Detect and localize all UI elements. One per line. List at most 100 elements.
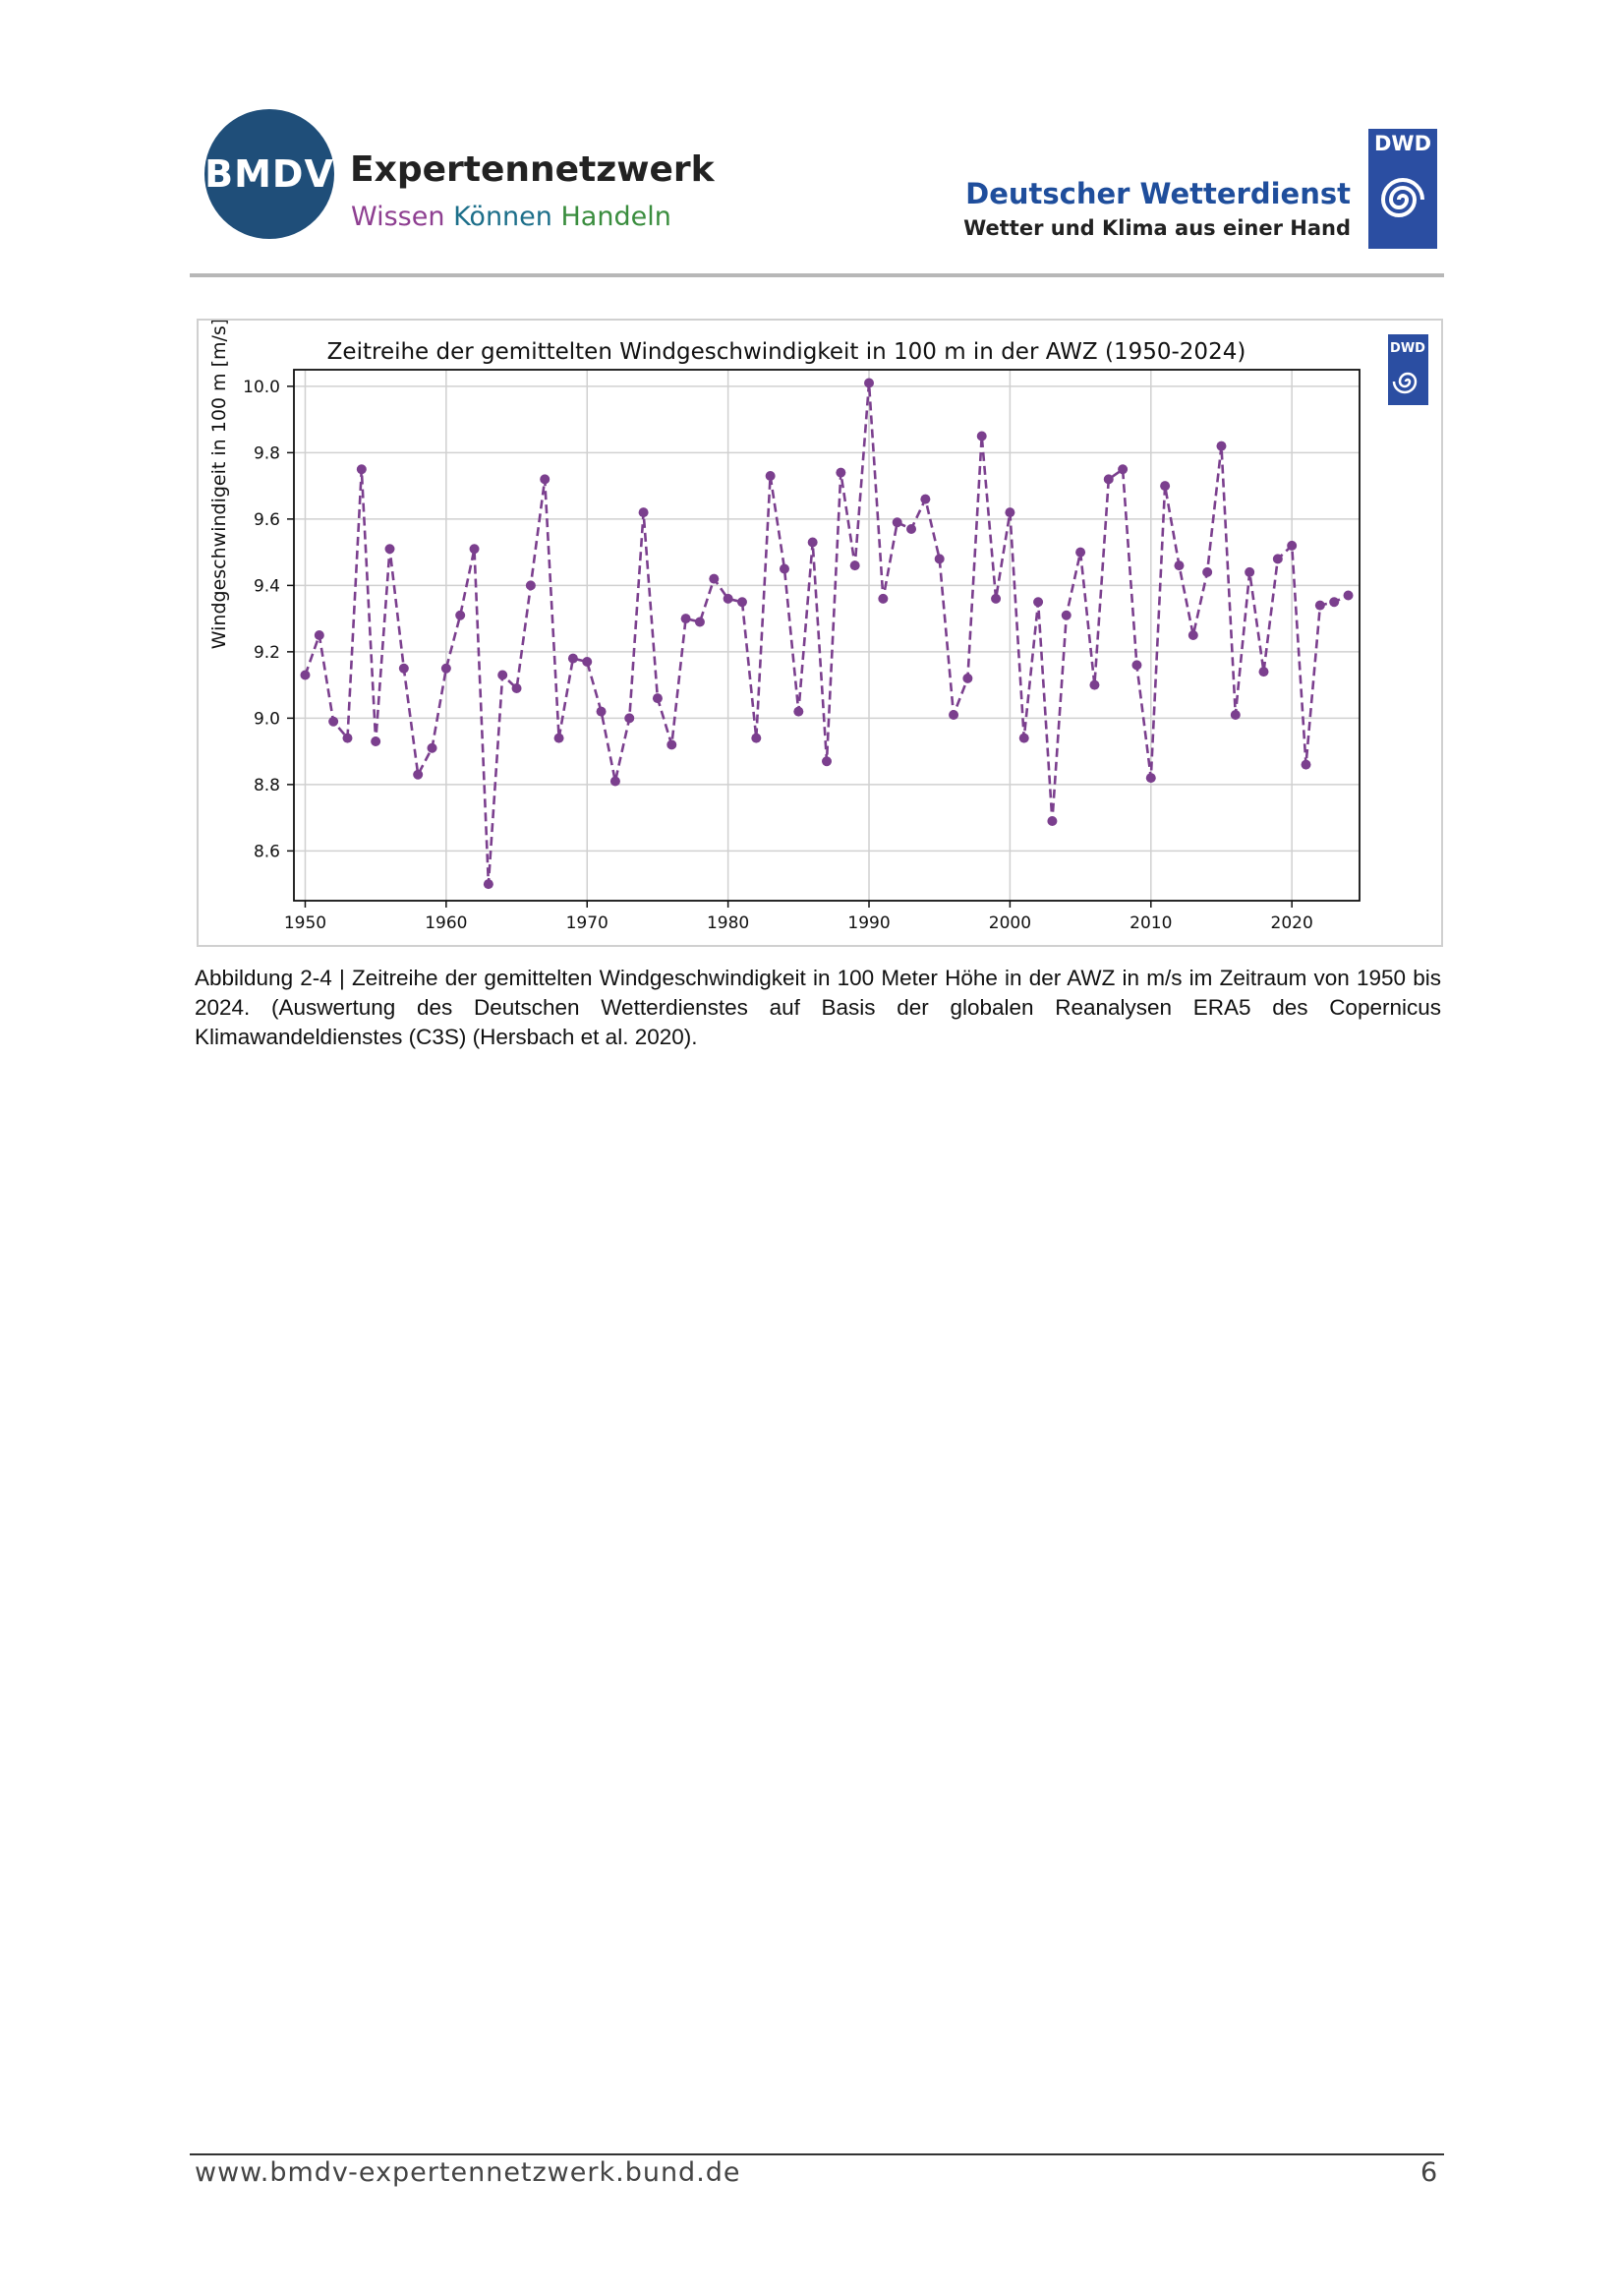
data-point <box>1230 710 1241 720</box>
data-point <box>609 776 620 787</box>
bmdv-logo-text: BMDV <box>204 152 334 196</box>
data-point <box>1005 507 1015 518</box>
data-point <box>1018 733 1029 743</box>
data-point <box>1047 816 1058 826</box>
figure-caption: Abbildung 2-4 | Zeitreihe der gemittelte… <box>195 966 1441 1049</box>
data-point <box>736 597 747 608</box>
x-tick-label: 2000 <box>989 913 1031 933</box>
data-point <box>553 733 564 743</box>
data-point <box>624 713 635 724</box>
dwd-chart-badge-label: DWD <box>1390 341 1425 356</box>
data-point <box>906 524 917 534</box>
y-axis-label: Windgeschwindigeit in 100 m [m/s] <box>208 321 230 649</box>
data-point <box>427 742 437 753</box>
data-point <box>878 593 889 604</box>
data-point <box>694 617 705 627</box>
data-point <box>892 517 902 528</box>
data-point <box>1329 597 1340 608</box>
dwd-logo-label: DWD <box>1373 132 1432 155</box>
data-point <box>976 431 987 442</box>
y-tick-label: 8.6 <box>254 842 280 861</box>
wind-speed-chart: 8.6 8.8 9.0 9.2 9.4 9.6 9.8 10.0 1950 1960 1970 198… <box>208 321 1428 933</box>
data-point <box>1103 474 1114 485</box>
data-point <box>709 573 720 584</box>
dwd-spiral-icon <box>1380 178 1424 217</box>
data-point <box>836 467 846 478</box>
data-point <box>934 554 945 564</box>
data-point <box>822 756 832 767</box>
data-point <box>398 663 409 674</box>
data-point <box>384 544 395 555</box>
axes: 8.6 8.8 9.0 9.2 9.4 9.6 9.8 10.0 1950 1960 1970 198… <box>243 369 1361 933</box>
data-point <box>342 733 353 743</box>
data-point <box>1131 660 1142 671</box>
data-point <box>1061 610 1072 620</box>
subtitle-word-wissen: Wissen <box>351 202 445 232</box>
data-point <box>1272 554 1283 564</box>
chart-title: Zeitreihe der gemittelten Windgeschwindi… <box>327 339 1246 365</box>
y-tick-label: 9.2 <box>254 643 280 663</box>
network-subtitle: Wissen Können Handeln <box>351 202 671 232</box>
x-tick-label: 1960 <box>425 913 467 933</box>
header-divider <box>190 273 1444 277</box>
y-tick-label: 9.0 <box>254 709 280 729</box>
x-tick-label: 2020 <box>1271 913 1313 933</box>
data-point <box>455 610 466 620</box>
data-point <box>300 670 311 680</box>
y-tick-label: 9.8 <box>254 443 280 463</box>
y-tick-label: 9.4 <box>254 576 280 596</box>
data-point <box>1033 597 1044 608</box>
data-point <box>949 710 959 720</box>
plot-area-border <box>293 369 1361 902</box>
bmdv-logo: BMDV <box>204 109 334 239</box>
series-layer <box>300 378 1354 890</box>
data-point <box>652 693 663 704</box>
figure-frame <box>197 319 1443 947</box>
data-point <box>1202 566 1213 577</box>
footer-url: www.bmdv-expertennetzwerk.bund.de <box>195 2157 741 2188</box>
data-point <box>1089 679 1100 690</box>
x-tick-label: 2010 <box>1130 913 1172 933</box>
data-point <box>1216 441 1227 451</box>
data-point <box>1145 773 1156 784</box>
x-tick-label: 1990 <box>847 913 890 933</box>
data-point <box>525 580 536 591</box>
y-tick-label: 10.0 <box>243 378 280 397</box>
data-point <box>1174 560 1185 571</box>
data-point <box>962 673 973 683</box>
data-point <box>582 657 593 667</box>
data-point <box>511 683 522 693</box>
data-point <box>751 733 762 743</box>
data-point <box>540 474 550 485</box>
footer-divider <box>190 2153 1444 2155</box>
data-point <box>1314 600 1325 611</box>
data-point <box>920 494 931 504</box>
data-point <box>807 537 818 548</box>
y-tick-label: 8.8 <box>254 776 280 795</box>
data-point <box>356 464 367 475</box>
data-point <box>991 593 1002 604</box>
data-point <box>1343 590 1354 601</box>
data-point <box>371 736 381 746</box>
data-point <box>1287 540 1298 551</box>
x-tick-label: 1950 <box>284 913 326 933</box>
data-point <box>413 769 424 780</box>
subtitle-word-handeln: Handeln <box>560 202 671 232</box>
dwd-logo: DWD <box>1368 129 1437 249</box>
data-point <box>666 739 677 750</box>
dwd-chart-badge: DWD <box>1388 334 1428 405</box>
data-point <box>723 593 733 604</box>
data-point <box>864 378 875 388</box>
network-title: Expertennetzwerk <box>350 149 715 190</box>
dwd-chart-spiral-icon <box>1392 372 1418 394</box>
data-point <box>497 670 508 680</box>
data-point <box>1301 759 1311 770</box>
data-point <box>1188 630 1198 640</box>
data-point <box>1245 566 1255 577</box>
data-point <box>680 614 691 624</box>
data-point <box>469 544 480 555</box>
data-point <box>440 663 451 674</box>
grid-lines <box>294 370 1360 901</box>
x-tick-label: 1980 <box>707 913 749 933</box>
y-tick-label: 9.6 <box>254 510 280 530</box>
